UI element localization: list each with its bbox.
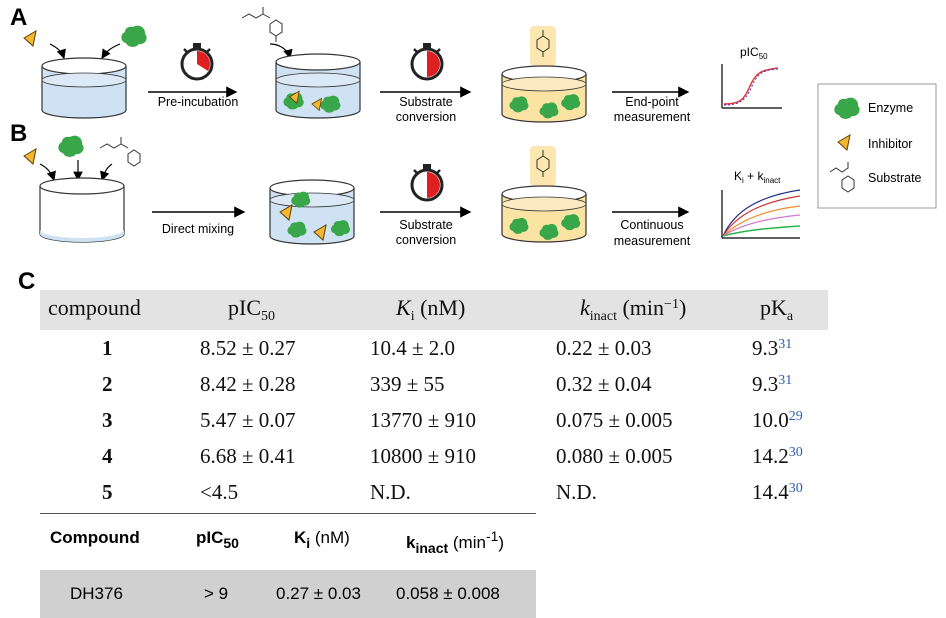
cell-ki: 0.27 ± 0.03 xyxy=(276,584,361,603)
reference-superscript: 31 xyxy=(778,373,793,388)
substrate-molecule-icon xyxy=(241,7,283,42)
cell-pic50: 8.52 ± 0.27 xyxy=(200,336,296,360)
step-label-end-point-2: measurement xyxy=(613,110,691,124)
step-label-substrate-conversion: Substrate conversion xyxy=(395,95,457,124)
cell-pka: 10.029 xyxy=(752,408,803,432)
well-a1 xyxy=(41,57,127,119)
inhibitor-icon xyxy=(23,148,37,165)
product-molecule-icon xyxy=(530,146,556,186)
cell-ki: N.D. xyxy=(370,480,411,504)
pic50-plot-title: pIC50 xyxy=(740,45,768,61)
cell-pic50: 5.47 ± 0.07 xyxy=(200,408,296,432)
substrate-molecule-icon xyxy=(99,137,141,167)
table-header-row: compound pIC50 Ki (nM) kinact (min−1) pK… xyxy=(40,290,828,330)
cell-kinact: 0.32 ± 0.04 xyxy=(556,372,652,396)
kinetics-plot-title: Ki + kinact xyxy=(734,169,781,185)
panel-label-c: C xyxy=(18,268,36,295)
timer-icon xyxy=(180,43,214,81)
header-pic50: pIC50 xyxy=(196,528,239,551)
cell-pic50: 6.68 ± 0.41 xyxy=(200,444,296,468)
table-row: DH376 > 9 0.27 ± 0.03 0.058 ± 0.008 xyxy=(40,570,536,618)
enzyme-icon xyxy=(121,25,147,47)
step-label-continuous-2: measurement xyxy=(613,234,691,248)
header-pic50: pIC50 xyxy=(228,295,275,324)
cell-kinact: 0.22 ± 0.03 xyxy=(556,336,652,360)
legend-enzyme-label: Enzyme xyxy=(868,101,913,115)
header-kinact: kinact (min-1) xyxy=(406,528,505,556)
header-compound: compound xyxy=(48,295,141,320)
cell-compound: 5 xyxy=(102,480,113,504)
reference-superscript: 29 xyxy=(788,409,803,424)
reference-compound-table: Compound pIC50 Ki (nM) kinact (min-1) DH… xyxy=(40,513,536,618)
cell-pka: 14.430 xyxy=(752,480,803,504)
well-b3 xyxy=(501,185,587,243)
compound-data-table: compound pIC50 Ki (nM) kinact (min−1) pK… xyxy=(40,290,828,510)
well-b2 xyxy=(269,179,355,245)
cell-pka: 14.230 xyxy=(752,444,803,468)
well-a3 xyxy=(501,65,587,123)
step-label-substrate-conversion-b: Substrate conversion xyxy=(395,218,457,247)
step-label-continuous-1: Continuous xyxy=(620,218,684,232)
kinetics-curve-plot xyxy=(721,189,801,239)
cell-compound: 3 xyxy=(102,408,113,432)
header-compound: Compound xyxy=(50,528,140,547)
well-b1 xyxy=(39,177,125,243)
table-row: 5 <4.5 N.D. N.D. 14.430 xyxy=(40,474,828,510)
step-label-direct-mixing: Direct mixing xyxy=(161,222,235,236)
cell-pic50: > 9 xyxy=(204,584,229,603)
cell-kinact: N.D. xyxy=(556,480,597,504)
table-row: 2 8.42 ± 0.28 339 ± 55 0.32 ± 0.04 9.331 xyxy=(40,366,828,402)
cell-pka: 9.331 xyxy=(752,372,793,396)
timer-icon xyxy=(410,43,444,81)
legend-substrate-label: Substrate xyxy=(868,171,922,185)
panel-label-a: A xyxy=(10,4,28,31)
header-ki: Ki (nM) xyxy=(396,295,466,324)
well-a2 xyxy=(275,53,361,119)
cell-kinact: 0.075 ± 0.005 xyxy=(556,408,673,432)
table-row: 1 8.52 ± 0.27 10.4 ± 2.0 0.22 ± 0.03 9.331 xyxy=(40,330,828,366)
assay-schematic: pIC50 xyxy=(23,7,937,245)
table-row: 4 6.68 ± 0.41 10800 ± 910 0.080 ± 0.005 14.2… xyxy=(40,438,828,474)
cell-compound: 2 xyxy=(102,372,113,396)
header-kinact: kinact (min−1) xyxy=(580,295,687,324)
reference-superscript: 31 xyxy=(778,337,793,352)
cell-pka: 9.331 xyxy=(752,336,793,360)
header-pka: pKa xyxy=(760,295,794,324)
table-header-row: Compound pIC50 Ki (nM) kinact (min-1) xyxy=(40,513,536,562)
legend xyxy=(817,83,937,209)
cell-ki: 13770 ± 910 xyxy=(370,408,477,432)
cell-pic50: 8.42 ± 0.28 xyxy=(200,372,296,396)
cell-compound: DH376 xyxy=(70,584,123,603)
cell-ki: 10800 ± 910 xyxy=(370,444,477,468)
panel-label-b: B xyxy=(10,120,28,147)
legend-inhibitor-label: Inhibitor xyxy=(868,137,912,151)
cell-compound: 1 xyxy=(102,336,113,360)
header-ki: Ki (nM) xyxy=(294,528,350,551)
cell-kinact: 0.080 ± 0.005 xyxy=(556,444,673,468)
cell-pic50: <4.5 xyxy=(200,480,239,504)
cell-ki: 10.4 ± 2.0 xyxy=(370,336,456,360)
step-label-end-point-1: End-point xyxy=(625,95,679,109)
timer-icon xyxy=(410,164,444,202)
inhibitor-icon xyxy=(23,30,37,47)
step-label-pre-incubation: Pre-incubation xyxy=(157,95,239,109)
cell-kinact: 0.058 ± 0.008 xyxy=(396,584,500,603)
cell-compound: 4 xyxy=(102,444,113,468)
cell-ki: 339 ± 55 xyxy=(370,372,445,396)
product-molecule-icon xyxy=(530,26,556,66)
table-row: 3 5.47 ± 0.07 13770 ± 910 0.075 ± 0.005 10.0… xyxy=(40,402,828,438)
pic50-curve-plot xyxy=(721,64,782,109)
enzyme-icon xyxy=(58,135,84,157)
reference-superscript: 30 xyxy=(788,481,803,496)
reference-superscript: 30 xyxy=(788,445,803,460)
